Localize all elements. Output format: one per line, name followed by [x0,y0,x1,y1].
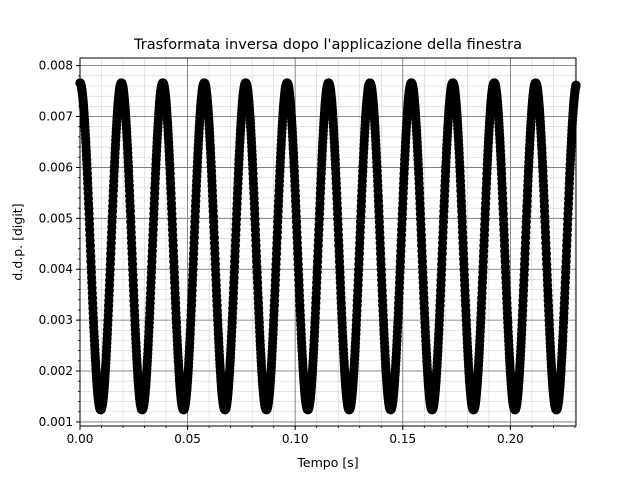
x-tick-label: 0.10 [282,432,309,446]
y-tick-label: 0.005 [39,211,73,225]
y-axis-label: d.d.p. [digit] [10,203,25,280]
x-tick-label: 0.20 [497,432,524,446]
chart-title: Trasformata inversa dopo l'applicazione … [133,37,522,53]
x-tick-label: 0.05 [174,432,201,446]
plot-area [75,57,581,427]
x-axis-label: Tempo [s] [296,455,358,470]
y-tick-label: 0.004 [39,262,73,276]
y-tick-label: 0.008 [39,59,73,73]
x-tick-label: 0.00 [67,432,94,446]
y-axis: 0.001 0.002 0.003 0.004 0.005 0.006 0.007 0.008 [39,59,80,429]
axes-frame [79,57,577,427]
y-tick-label: 0.007 [39,110,73,124]
x-tick-label: 0.15 [389,432,416,446]
y-tick-label: 0.006 [39,160,73,174]
y-tick-label: 0.001 [39,415,73,429]
y-tick-label: 0.002 [39,364,73,378]
data-series [75,78,581,415]
y-tick-label: 0.003 [39,313,73,327]
x-axis: 0.00 0.05 0.10 0.15 0.20 [67,426,576,446]
